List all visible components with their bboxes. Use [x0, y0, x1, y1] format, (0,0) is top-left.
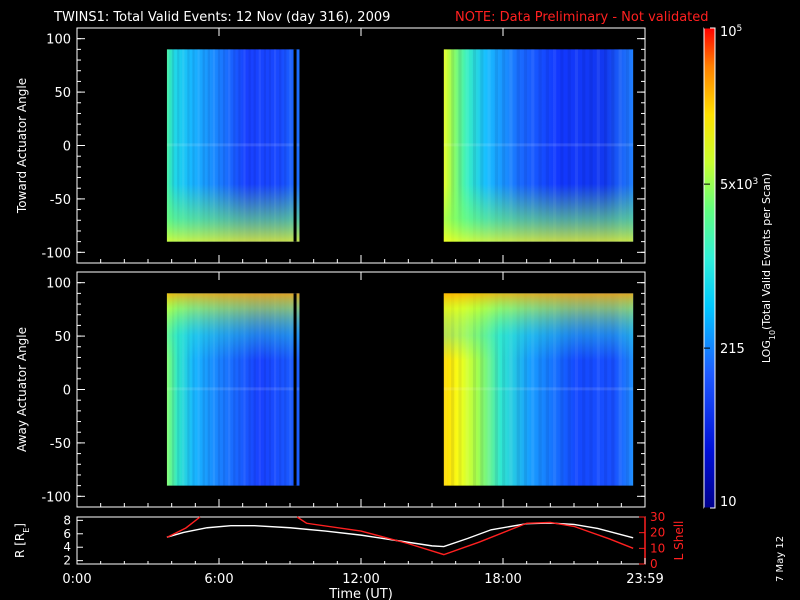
y-tick-label: -100 [41, 246, 71, 261]
y-tick-label: -100 [41, 490, 71, 505]
x-tick-label: 0:00 [62, 572, 91, 587]
colorbar-tick-label: 105 [720, 24, 742, 40]
x-tick-label: 12:00 [342, 572, 379, 587]
colorbar: 10 215 5x103 105 LOG10(Total Valid Events p… [703, 24, 777, 510]
colorbar-tick-label: 215 [720, 342, 745, 357]
heatmap-overlay [443, 49, 634, 242]
chart-title: TWINS1: Total Valid Events: 12 Nov (day … [53, 10, 390, 25]
preliminary-note: NOTE: Data Preliminary - Not validated [455, 10, 709, 25]
y-tick-label: 50 [54, 86, 71, 101]
lshell-tick-label: 30 [650, 510, 665, 524]
heatmap-overlay [166, 49, 300, 242]
x-axis-label: Time (UT) [328, 587, 393, 600]
lshell-axis-label: L Shell [672, 521, 686, 561]
colorbar-label: LOG10(Total Valid Events per Scan) [760, 173, 777, 363]
data-gap [293, 293, 297, 486]
lshell-tick-label: 10 [650, 541, 665, 555]
colorbar-tick-label: 10 [720, 495, 737, 510]
r-tick-label: 4 [63, 540, 71, 554]
r-axis-label: R [RE] [13, 523, 31, 558]
x-tick-label: 6:00 [204, 572, 233, 587]
heatmap-overlay [166, 293, 300, 486]
lshell-line [296, 516, 634, 556]
r-tick-label: 6 [63, 527, 71, 541]
y-tick-label: 50 [54, 330, 71, 345]
data-gap [293, 49, 297, 242]
y-axis-label: Away Actuator Angle [15, 327, 29, 452]
away-angle-panel: 100 50 0 -50 -100 Away Actuator Angle [15, 271, 646, 508]
lshell-line [166, 516, 201, 538]
colorbar-scale [703, 27, 716, 509]
heatmap-overlay [443, 293, 634, 486]
y-tick-label: 100 [46, 277, 71, 292]
y-tick-label: 100 [46, 33, 71, 48]
y-tick-label: -50 [50, 437, 71, 452]
r-tick-label: 2 [63, 554, 71, 568]
y-tick-label: 0 [63, 140, 71, 155]
date-stamp: 7 May 12 [775, 536, 786, 582]
x-tick-label: 18:00 [484, 572, 521, 587]
colorbar-tick-label: 5x103 [720, 177, 758, 193]
lshell-tick-label: 0 [650, 557, 658, 571]
lshell-tick-label: 20 [650, 526, 665, 540]
y-tick-label: -50 [50, 193, 71, 208]
x-tick-label: 23:59 [626, 572, 663, 587]
r-tick-label: 8 [63, 513, 71, 527]
y-tick-label: 0 [63, 384, 71, 399]
radius-line [166, 522, 634, 548]
y-axis-label: Toward Actuator Angle [15, 78, 29, 214]
toward-angle-panel: 100 50 0 -50 -100 Toward Actuator Angle [15, 27, 646, 264]
